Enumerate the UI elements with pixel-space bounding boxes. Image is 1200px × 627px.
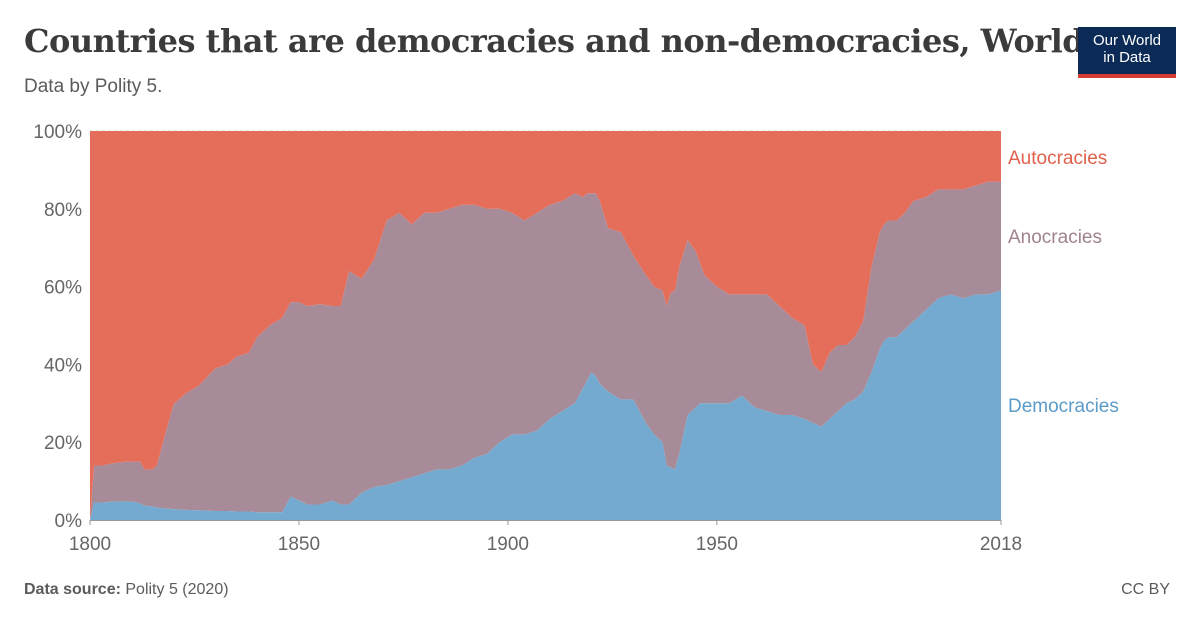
x-tick-label: 1900 <box>487 534 529 555</box>
x-tick-label: 2018 <box>980 534 1022 555</box>
x-tick-label: 1850 <box>278 534 320 555</box>
license-link[interactable]: CC BY <box>1121 581 1170 598</box>
area-autocracies[interactable] <box>90 131 1001 520</box>
y-tick-label: 100% <box>33 122 82 143</box>
y-tick-label: 60% <box>44 278 82 299</box>
chart-subtitle: Data by Polity 5. <box>24 76 163 97</box>
logo-line-1: Our World <box>1092 32 1162 49</box>
stacked-area-chart[interactable]: 1800 1850 1900 1950 2018 0%20%40%60%80%100% … <box>0 0 1200 560</box>
x-axis: 1800 1850 1900 1950 2018 <box>69 520 1022 555</box>
legend-autocracies: Autocracies <box>1008 148 1107 169</box>
y-axis: 0% 20% 40% 60% 80% 100% <box>33 122 82 532</box>
area-democracies[interactable] <box>90 290 1001 520</box>
data-source-label: Data source: <box>24 581 121 598</box>
area-anocracies[interactable] <box>90 181 1001 520</box>
y-tick-label: 80% <box>44 200 82 221</box>
legend-anocracies: Anocracies <box>1008 227 1102 248</box>
legend: Democracies Anocracies Autocracies <box>1008 148 1119 417</box>
chart-title: Countries that are democracies and non-d… <box>24 22 1085 60</box>
owid-logo[interactable]: Our World in Data <box>1078 27 1176 78</box>
data-source: Data source: Polity 5 (2020) <box>24 581 229 599</box>
x-tick-label: 1950 <box>696 534 738 555</box>
x-tick-label: 1800 <box>69 534 111 555</box>
y-tick-label: 20% <box>44 433 82 454</box>
area-series[interactable] <box>90 131 1001 520</box>
legend-democracies: Democracies <box>1008 396 1119 417</box>
logo-line-2: in Data <box>1103 49 1151 66</box>
y-tick-label: 40% <box>44 355 82 376</box>
y-tick-label: 0% <box>55 511 83 532</box>
data-source-text[interactable]: Polity 5 (2020) <box>125 581 229 598</box>
